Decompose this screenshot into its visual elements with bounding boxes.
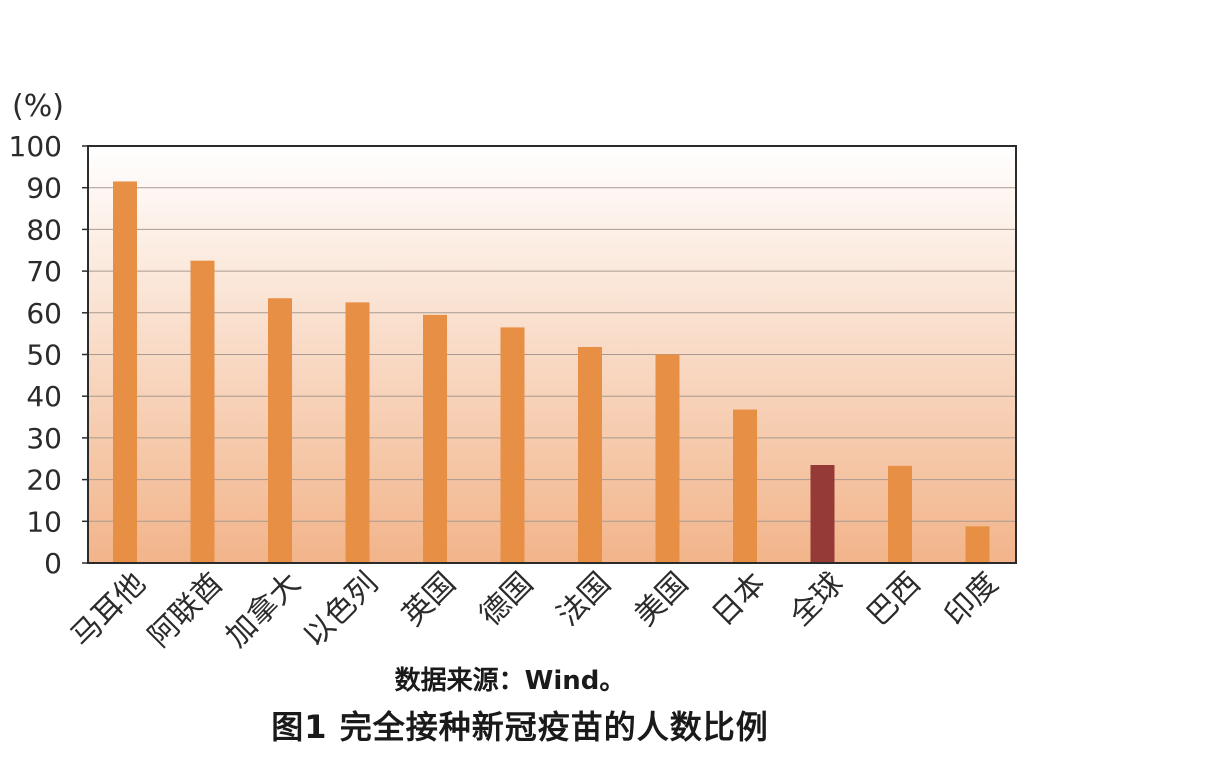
x-category-label: 印度 bbox=[938, 566, 1005, 633]
bar-1 bbox=[113, 181, 137, 563]
bar-12 bbox=[965, 526, 990, 563]
bar-4 bbox=[345, 302, 370, 563]
x-category-label: 德国 bbox=[473, 566, 540, 633]
bar-10 bbox=[810, 465, 835, 563]
y-tick-label: 100 bbox=[9, 130, 62, 163]
bar-2 bbox=[190, 260, 215, 563]
x-category-label: 日本 bbox=[705, 566, 772, 633]
y-tick-label: 90 bbox=[26, 172, 62, 205]
y-tick-label: 40 bbox=[26, 380, 62, 413]
y-tick-label: 50 bbox=[26, 339, 62, 372]
y-tick-label: 80 bbox=[26, 213, 62, 246]
x-category-label: 全球 bbox=[783, 566, 850, 633]
bar-9 bbox=[733, 409, 757, 563]
bars bbox=[113, 181, 990, 563]
y-tick-label: 30 bbox=[26, 422, 62, 455]
x-category-label: 以色列 bbox=[297, 566, 385, 654]
plot-frame bbox=[87, 145, 1017, 564]
bar-3 bbox=[268, 298, 292, 563]
source-note: 数据来源：Wind。 bbox=[394, 666, 626, 696]
bar-5 bbox=[423, 314, 447, 563]
y-tick-label: 60 bbox=[26, 297, 62, 330]
y-axis-unit-label: (%) bbox=[12, 89, 64, 124]
x-category-label: 加拿大 bbox=[219, 566, 307, 654]
figure-caption: 图1 完全接种新冠疫苗的人数比例 bbox=[271, 708, 769, 746]
x-category-label: 巴西 bbox=[860, 566, 927, 633]
x-category-label: 美国 bbox=[628, 566, 695, 633]
x-category-label: 阿联酋 bbox=[142, 566, 230, 654]
bar-8 bbox=[655, 354, 680, 563]
y-tick-label: 20 bbox=[26, 464, 62, 497]
bar-11 bbox=[888, 465, 912, 563]
y-tick-label: 70 bbox=[26, 255, 62, 288]
bar-6 bbox=[500, 327, 525, 563]
gridlines bbox=[88, 187, 1016, 522]
x-category-label: 法国 bbox=[550, 566, 617, 633]
y-tick-label: 10 bbox=[26, 505, 62, 538]
x-category-label: 英国 bbox=[395, 566, 462, 633]
bar-7 bbox=[578, 346, 602, 563]
y-axis-ticks: 0 10 20 30 40 50 60 70 80 90 100 bbox=[9, 130, 88, 580]
vaccination-bar-chart: 0 10 20 30 40 50 60 70 80 90 100 马耳他阿联酋加拿大以色列 英国 德国法… bbox=[9, 89, 1017, 654]
x-category-label: 马耳他 bbox=[64, 566, 152, 654]
y-tick-label: 0 bbox=[44, 547, 62, 580]
